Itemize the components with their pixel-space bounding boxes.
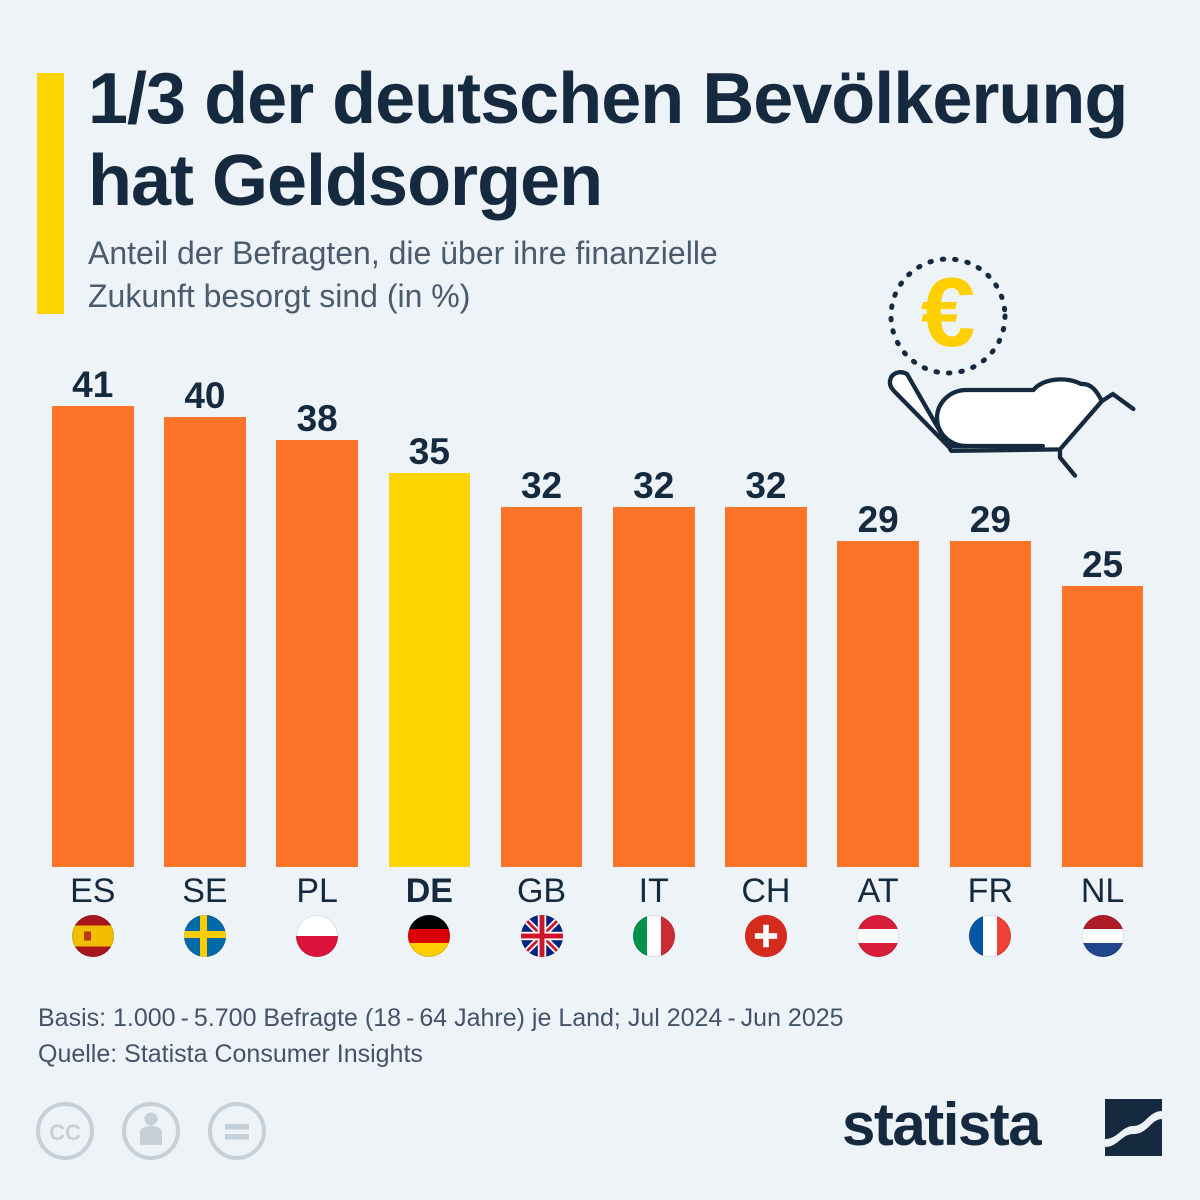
svg-text:CC: CC [49,1120,81,1145]
svg-text:€: € [921,257,976,367]
svg-text:statista: statista [842,1091,1042,1158]
